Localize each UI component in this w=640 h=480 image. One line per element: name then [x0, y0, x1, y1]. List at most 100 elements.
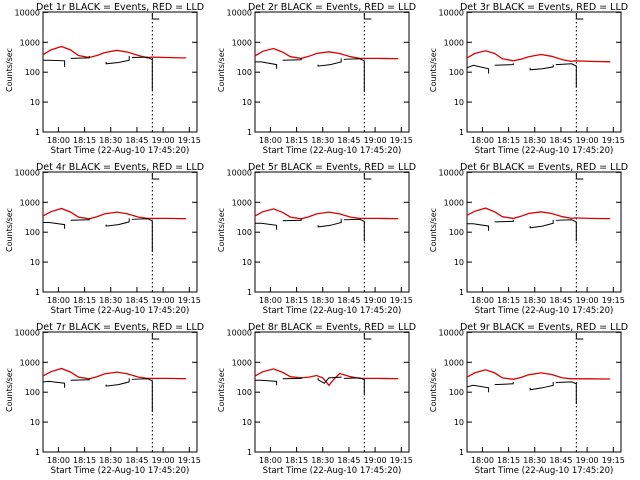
x-tick-label: 18:45	[337, 136, 360, 145]
y-tick-label: 1000	[232, 358, 252, 367]
lld-curve	[466, 207, 611, 220]
y-tick-label: 10000	[227, 328, 252, 337]
x-tick-label: 19:00	[576, 296, 599, 305]
panel-det-5: Det 5r BLACK = Events, RED = LLD 1 10 100 10…	[217, 162, 416, 316]
x-tick-label: 18:00	[47, 136, 70, 145]
x-tick-label: 18:15	[73, 136, 96, 145]
x-tick-label: 18:45	[125, 296, 148, 305]
plot-frame	[254, 171, 410, 293]
x-axis-label: Start Time (22-Aug-10 17:45:20)	[475, 146, 614, 156]
range-bracket	[575, 333, 584, 340]
range-bracket	[575, 173, 584, 180]
x-tick-label: 19:00	[152, 456, 175, 465]
events-curve-segment	[131, 56, 153, 91]
x-tick-label: 18:00	[471, 296, 494, 305]
range-bracket	[575, 13, 584, 20]
y-tick-label: 1000	[444, 358, 464, 367]
y-tick-label: 1	[247, 288, 252, 297]
events-curve-segment	[282, 218, 302, 222]
y-tick-label: 1000	[444, 198, 464, 207]
y-tick-label: 10	[30, 98, 40, 107]
lld-curve	[254, 208, 399, 220]
x-tick-label: 18:00	[47, 456, 70, 465]
x-tick-label: 18:45	[549, 456, 572, 465]
y-tick-label: 1000	[232, 38, 252, 47]
x-tick-label: 19:00	[152, 296, 175, 305]
events-curve-segment	[555, 63, 577, 88]
x-tick-label: 18:15	[497, 136, 520, 145]
plot-frame	[466, 171, 622, 293]
y-tick-label: 10000	[439, 328, 464, 337]
events-curve-segment	[131, 378, 153, 412]
y-tick-label: 10	[242, 418, 252, 427]
events-curve-segment	[317, 58, 342, 67]
events-curve-segment	[42, 222, 66, 239]
y-tick-label: 1000	[20, 198, 40, 207]
events-curve-segment	[555, 381, 577, 405]
events-curve-segment	[254, 222, 278, 239]
plot-frame	[42, 331, 198, 453]
x-axis-label: Start Time (22-Aug-10 17:45:20)	[263, 466, 402, 476]
y-tick-label: 10000	[15, 8, 40, 17]
x-tick-label: 18:15	[73, 456, 96, 465]
y-tick-label: 10000	[439, 8, 464, 17]
y-tick-label: 10000	[15, 168, 40, 177]
x-tick-label: 18:45	[125, 136, 148, 145]
y-axis-label: Counts/sec	[217, 208, 226, 252]
x-tick-label: 18:15	[285, 136, 308, 145]
x-tick-label: 18:00	[259, 456, 282, 465]
events-curve-segment	[466, 384, 490, 402]
y-tick-label: 1	[459, 288, 464, 297]
y-tick-label: 1000	[20, 358, 40, 367]
range-bracket	[151, 173, 160, 180]
x-tick-label: 18:00	[471, 456, 494, 465]
x-tick-label: 18:30	[99, 456, 122, 465]
plot-frame	[42, 171, 198, 293]
plot-frame	[466, 331, 622, 453]
panel-title: Det 3r BLACK = Events, RED = LLD	[460, 2, 628, 13]
events-curve-segment	[131, 218, 153, 252]
events-curve-segment	[494, 63, 514, 66]
x-tick-label: 19:00	[576, 456, 599, 465]
events-curve-segment	[42, 59, 66, 74]
range-bracket	[363, 333, 372, 340]
x-tick-label: 18:00	[47, 296, 70, 305]
y-axis-label: Counts/sec	[217, 368, 226, 412]
x-tick-label: 18:30	[99, 136, 122, 145]
y-tick-label: 1	[247, 128, 252, 137]
x-tick-label: 18:15	[285, 296, 308, 305]
lld-curve	[42, 207, 187, 220]
y-tick-label: 10	[30, 258, 40, 267]
events-curve-segment	[70, 218, 90, 221]
x-tick-label: 19:15	[602, 136, 625, 145]
x-axis-label: Start Time (22-Aug-10 17:45:20)	[263, 146, 402, 156]
events-curve-segment	[494, 381, 514, 386]
y-tick-label: 100	[25, 228, 40, 237]
y-tick-label: 100	[449, 68, 464, 77]
panel-det-9: Det 9r BLACK = Events, RED = LLD 1 10 100 10…	[429, 322, 628, 476]
x-axis-label: Start Time (22-Aug-10 17:45:20)	[51, 146, 190, 156]
range-bracket	[363, 173, 372, 180]
y-tick-label: 10	[242, 258, 252, 267]
events-curve-segment	[254, 379, 278, 391]
y-tick-label: 1	[35, 448, 40, 457]
y-tick-label: 100	[25, 68, 40, 77]
x-tick-label: 18:30	[523, 456, 546, 465]
y-tick-label: 100	[237, 388, 252, 397]
events-curve-segment	[70, 55, 90, 59]
x-tick-label: 19:15	[178, 296, 201, 305]
x-tick-label: 19:00	[576, 136, 599, 145]
x-tick-label: 18:45	[337, 456, 360, 465]
y-tick-label: 10000	[439, 168, 464, 177]
panel-title: Det 4r BLACK = Events, RED = LLD	[36, 162, 204, 173]
y-tick-label: 1000	[232, 198, 252, 207]
y-axis-label: Counts/sec	[5, 48, 14, 92]
y-axis-label: Counts/sec	[217, 48, 226, 92]
y-tick-label: 1	[35, 128, 40, 137]
panel-det-3: Det 3r BLACK = Events, RED = LLD 1 10 100 10…	[429, 2, 628, 156]
y-tick-label: 10	[454, 418, 464, 427]
y-axis-label: Counts/sec	[429, 48, 438, 92]
lld-curve	[254, 47, 399, 60]
x-tick-label: 19:15	[178, 136, 201, 145]
